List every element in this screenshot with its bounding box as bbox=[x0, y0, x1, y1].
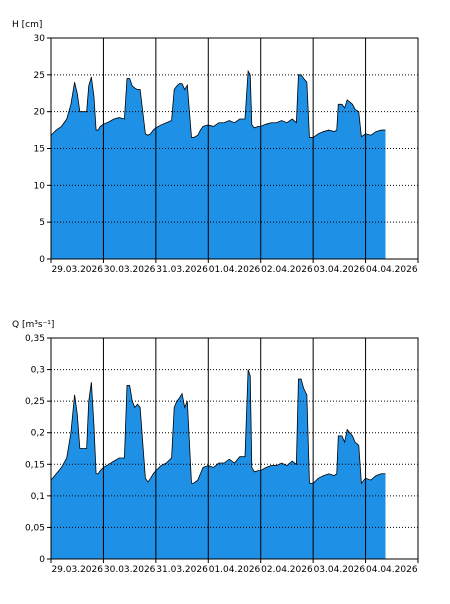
y-tick-label: 5 bbox=[39, 218, 45, 228]
y-axis-label: Q [m³s⁻¹] bbox=[12, 320, 54, 330]
x-tick-label: 02.04.2026 bbox=[261, 565, 313, 575]
x-tick-label: 04.04.2026 bbox=[366, 265, 418, 275]
x-tick-label: 03.04.2026 bbox=[314, 265, 366, 275]
water-level-chart: H [cm] 0 5 10 15 20 25 30 29.03.2026 30.03.2026 31… bbox=[12, 20, 419, 275]
y-tick-label: 15 bbox=[34, 145, 45, 155]
y-tick-label: 10 bbox=[34, 181, 46, 191]
x-tick-label: 02.04.2026 bbox=[261, 265, 313, 275]
x-tick-label: 01.04.2026 bbox=[209, 565, 261, 575]
y-axis-label: H [cm] bbox=[12, 20, 42, 30]
y-tick-label: 0 bbox=[39, 555, 45, 565]
x-tick-label: 31.03.2026 bbox=[156, 265, 208, 275]
y-tick-label: 0,05 bbox=[25, 523, 45, 533]
y-tick-label: 0,15 bbox=[25, 460, 45, 470]
x-tick-label: 03.04.2026 bbox=[314, 565, 366, 575]
x-tick-label: 04.04.2026 bbox=[366, 565, 418, 575]
series-line bbox=[50, 369, 386, 485]
y-tick-label: 25 bbox=[34, 71, 45, 81]
y-tick-label: 0 bbox=[39, 255, 45, 265]
x-tick-label: 29.03.2026 bbox=[51, 565, 103, 575]
x-tick-label: 30.03.2026 bbox=[104, 565, 156, 575]
series-area bbox=[51, 71, 386, 260]
plot-frame bbox=[50, 37, 419, 260]
discharge-chart: Q [m³s⁻¹] 0 0,05 0,1 0,15 0,2 0,25 0,3 0,35 29.03… bbox=[12, 320, 419, 575]
series-line bbox=[50, 69, 386, 138]
y-tick-label: 0,3 bbox=[31, 366, 45, 376]
x-tick-label: 01.04.2026 bbox=[209, 265, 261, 275]
x-tick-label: 29.03.2026 bbox=[51, 265, 103, 275]
y-tick-label: 0,35 bbox=[25, 334, 45, 344]
plot-frame bbox=[50, 337, 419, 560]
x-tick-label: 30.03.2026 bbox=[104, 265, 156, 275]
y-tick-label: 0,1 bbox=[31, 492, 45, 502]
series-area bbox=[51, 369, 386, 559]
y-tick-label: 0,25 bbox=[25, 397, 45, 407]
y-tick-label: 30 bbox=[34, 34, 46, 44]
x-tick-label: 31.03.2026 bbox=[156, 565, 208, 575]
y-tick-label: 20 bbox=[34, 108, 46, 118]
y-tick-label: 0,2 bbox=[31, 429, 45, 439]
